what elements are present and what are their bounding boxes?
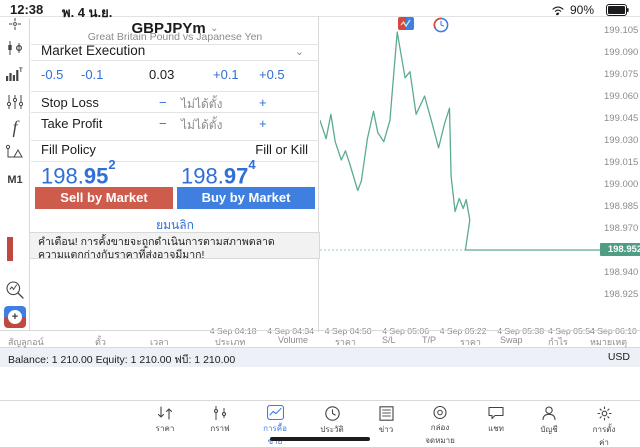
svg-text:T: T <box>19 68 23 74</box>
